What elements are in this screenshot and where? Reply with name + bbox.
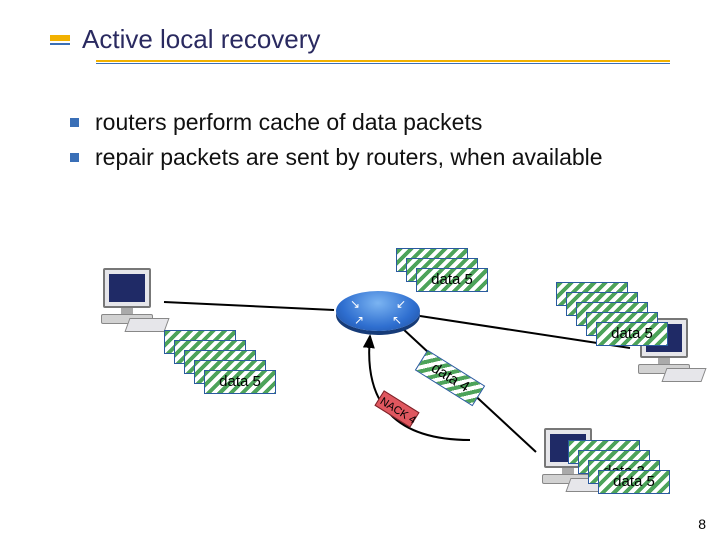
- packet-in-flight: data 4: [415, 350, 485, 406]
- packet: data 5: [416, 268, 488, 292]
- computer-left: [99, 268, 163, 330]
- diagram-area: ↘ ↙ ↗ ↖ data 5 data 5 data 5: [0, 0, 720, 540]
- packet-label: data 4: [428, 359, 472, 396]
- page-number: 8: [698, 516, 706, 532]
- packet: data 5: [596, 322, 668, 346]
- packet: data 5: [204, 370, 276, 394]
- router-icon: ↘ ↙ ↗ ↖: [336, 291, 420, 331]
- packet: data 5: [598, 470, 670, 494]
